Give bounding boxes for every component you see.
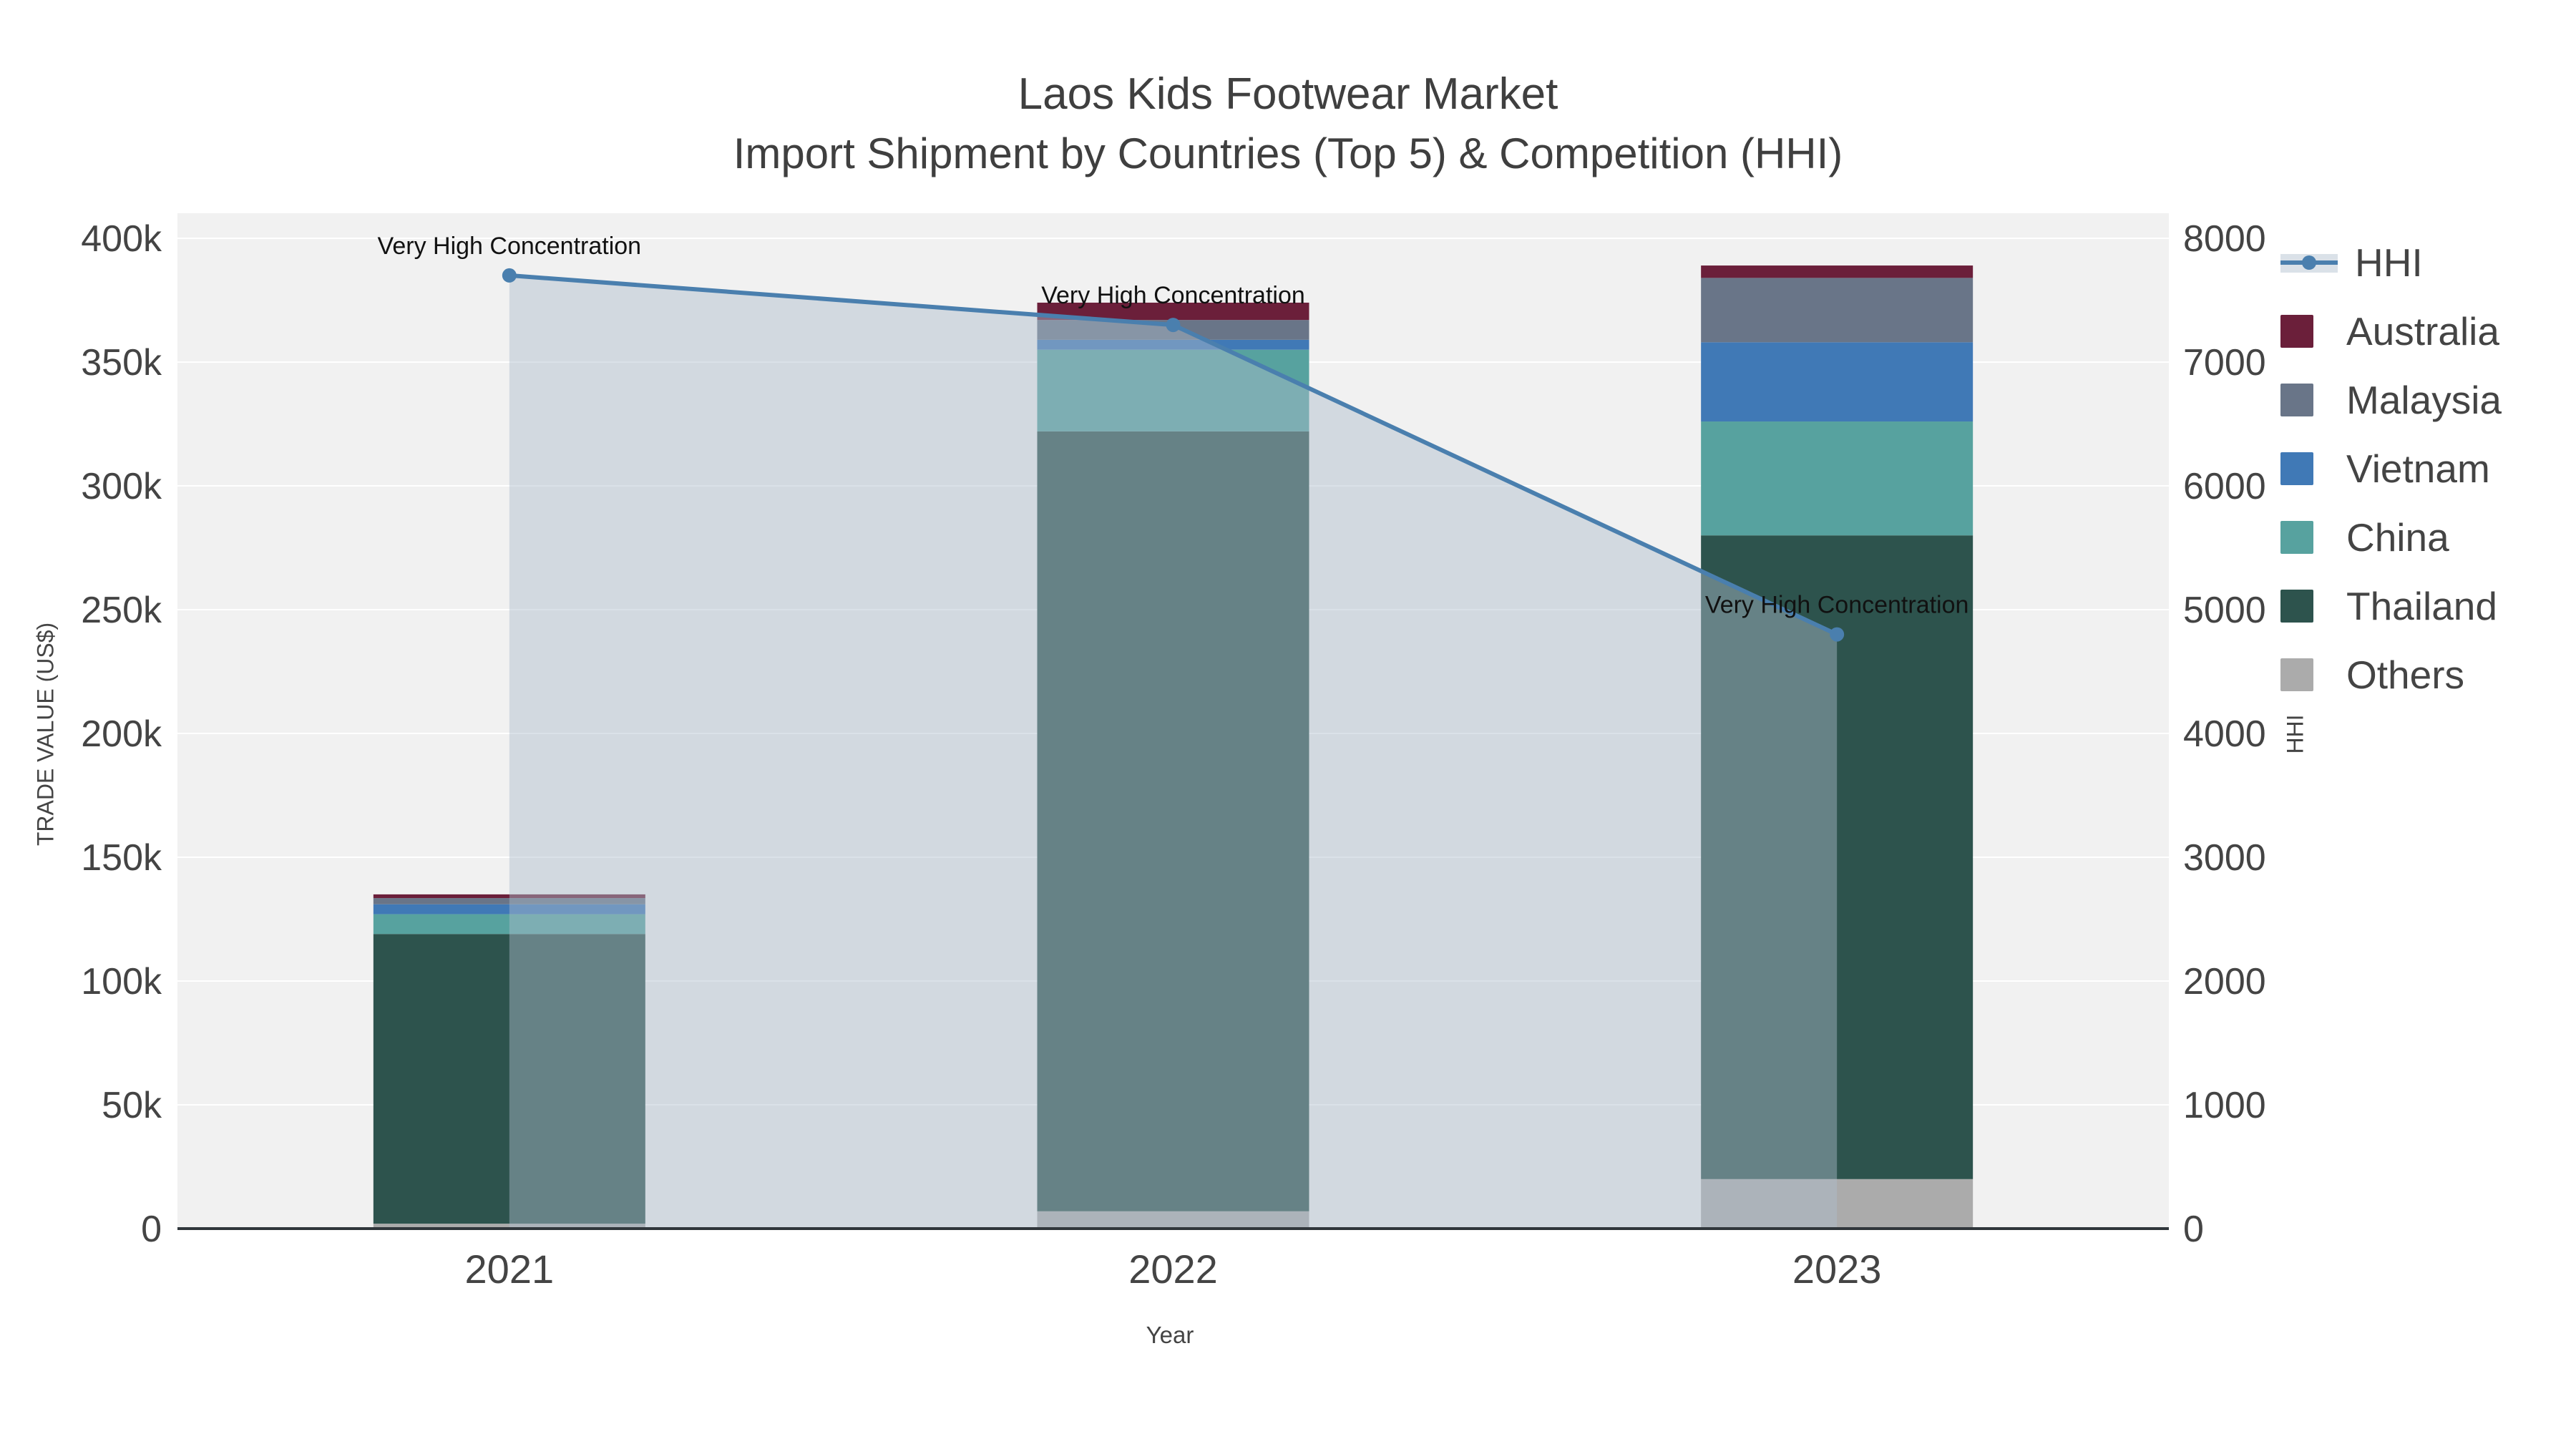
chart-title: Laos Kids Footwear Market bbox=[1018, 69, 1558, 119]
y-left-tick-label: 100k bbox=[81, 961, 162, 1002]
x-tick-label-2021: 2021 bbox=[465, 1246, 555, 1292]
x-tick-label-2022: 2022 bbox=[1128, 1246, 1218, 1292]
bar-segment-vietnam-2021[interactable] bbox=[373, 904, 645, 914]
y-left-tick-label: 50k bbox=[102, 1085, 162, 1126]
bar-segment-thailand-2021[interactable] bbox=[373, 934, 645, 1224]
y-left-tick-label: 0 bbox=[141, 1209, 162, 1250]
hhi-marker-2022[interactable] bbox=[1166, 318, 1181, 333]
bar-segment-others-2023[interactable] bbox=[1701, 1179, 1974, 1229]
legend-item-thailand[interactable]: Thailand bbox=[2280, 572, 2502, 640]
legend-label: Vietnam bbox=[2346, 447, 2490, 491]
legend-label: Others bbox=[2346, 653, 2465, 697]
y-left-tick-label: 350k bbox=[81, 342, 162, 384]
bar-segment-australia-2023[interactable] bbox=[1701, 265, 1974, 278]
y-left-tick-label: 250k bbox=[81, 590, 162, 631]
y-right-tick-label: 0 bbox=[2183, 1209, 2204, 1250]
y-right-tick-label: 6000 bbox=[2183, 466, 2266, 507]
legend-item-malaysia[interactable]: Malaysia bbox=[2280, 366, 2502, 434]
y-right-tick-label: 4000 bbox=[2183, 713, 2266, 755]
others-swatch-icon bbox=[2280, 658, 2313, 691]
bar-segment-australia-2021[interactable] bbox=[373, 894, 645, 899]
y-left-tick-label: 400k bbox=[81, 218, 162, 260]
bar-segment-others-2022[interactable] bbox=[1037, 1211, 1309, 1229]
bar-segment-china-2023[interactable] bbox=[1701, 421, 1974, 536]
annotation-2022: Very High Concentration bbox=[1041, 282, 1305, 309]
vietnam-swatch-icon bbox=[2280, 452, 2313, 485]
legend-item-china[interactable]: China bbox=[2280, 503, 2502, 572]
legend-label: HHI bbox=[2355, 240, 2423, 285]
legend-label: Thailand bbox=[2346, 584, 2497, 628]
legend-item-others[interactable]: Others bbox=[2280, 640, 2502, 709]
legend-item-hhi[interactable]: HHI bbox=[2280, 228, 2502, 297]
y-right-tick-label: 7000 bbox=[2183, 342, 2266, 384]
y-left-tick-label: 200k bbox=[81, 713, 162, 755]
y-right-tick-label: 3000 bbox=[2183, 837, 2266, 879]
bar-segment-others-2021[interactable] bbox=[373, 1224, 645, 1229]
annotation-2023: Very High Concentration bbox=[1705, 592, 1969, 619]
y-left-tick-label: 300k bbox=[81, 466, 162, 507]
x-axis-ticks: 2021 2022 2023 bbox=[465, 1246, 1882, 1292]
bar-segment-china-2021[interactable] bbox=[373, 914, 645, 935]
x-tick-label-2023: 2023 bbox=[1792, 1246, 1882, 1292]
legend-item-vietnam[interactable]: Vietnam bbox=[2280, 434, 2502, 503]
china-swatch-icon bbox=[2280, 521, 2313, 554]
hhi-marker-2021[interactable] bbox=[502, 268, 517, 283]
y-right-tick-label: 2000 bbox=[2183, 961, 2266, 1002]
hhi-legend-line-icon bbox=[2280, 254, 2338, 273]
y-right-tick-label: 1000 bbox=[2183, 1085, 2266, 1126]
legend: HHI Australia Malaysia Vietnam China Thailand… bbox=[2280, 228, 2502, 709]
y-axis-title-left: TRADE VALUE (US$) bbox=[32, 622, 59, 847]
hhi-area-fill bbox=[509, 275, 1838, 1229]
y-left-tick-label: 150k bbox=[81, 837, 162, 879]
malaysia-swatch-icon bbox=[2280, 384, 2313, 416]
hhi-marker-2023[interactable] bbox=[1830, 627, 1845, 642]
y-right-tick-label: 8000 bbox=[2183, 218, 2266, 260]
legend-label: China bbox=[2346, 515, 2449, 560]
bar-segment-thailand-2022[interactable] bbox=[1037, 431, 1309, 1211]
annotation-2021: Very High Concentration bbox=[378, 233, 642, 260]
y-axis-title-right: HHI bbox=[2282, 714, 2308, 754]
chart-subtitle: Import Shipment by Countries (Top 5) & C… bbox=[733, 130, 1843, 177]
australia-swatch-icon bbox=[2280, 315, 2313, 348]
bar-segment-malaysia-2021[interactable] bbox=[373, 898, 645, 904]
bar-segment-malaysia-2023[interactable] bbox=[1701, 278, 1974, 343]
bar-segment-vietnam-2023[interactable] bbox=[1701, 342, 1974, 422]
thailand-swatch-icon bbox=[2280, 590, 2313, 623]
bar-segment-china-2022[interactable] bbox=[1037, 349, 1309, 431]
x-axis-title: Year bbox=[1146, 1322, 1194, 1348]
y-right-tick-label: 5000 bbox=[2183, 590, 2266, 631]
bar-segment-thailand-2023[interactable] bbox=[1701, 535, 1974, 1179]
y-axis-ticks-left: 0 50k 100k 150k 200k 250k 300k 350k 400k bbox=[81, 218, 162, 1250]
legend-label: Malaysia bbox=[2346, 378, 2502, 422]
legend-label: Australia bbox=[2346, 309, 2499, 353]
bar-segment-vietnam-2022[interactable] bbox=[1037, 339, 1309, 350]
y-axis-ticks-right: 0 1000 2000 3000 4000 5000 6000 7000 8000 bbox=[2183, 218, 2266, 1250]
legend-item-australia[interactable]: Australia bbox=[2280, 297, 2502, 366]
annotations: Very High Concentration Very High Concent… bbox=[378, 233, 1969, 619]
